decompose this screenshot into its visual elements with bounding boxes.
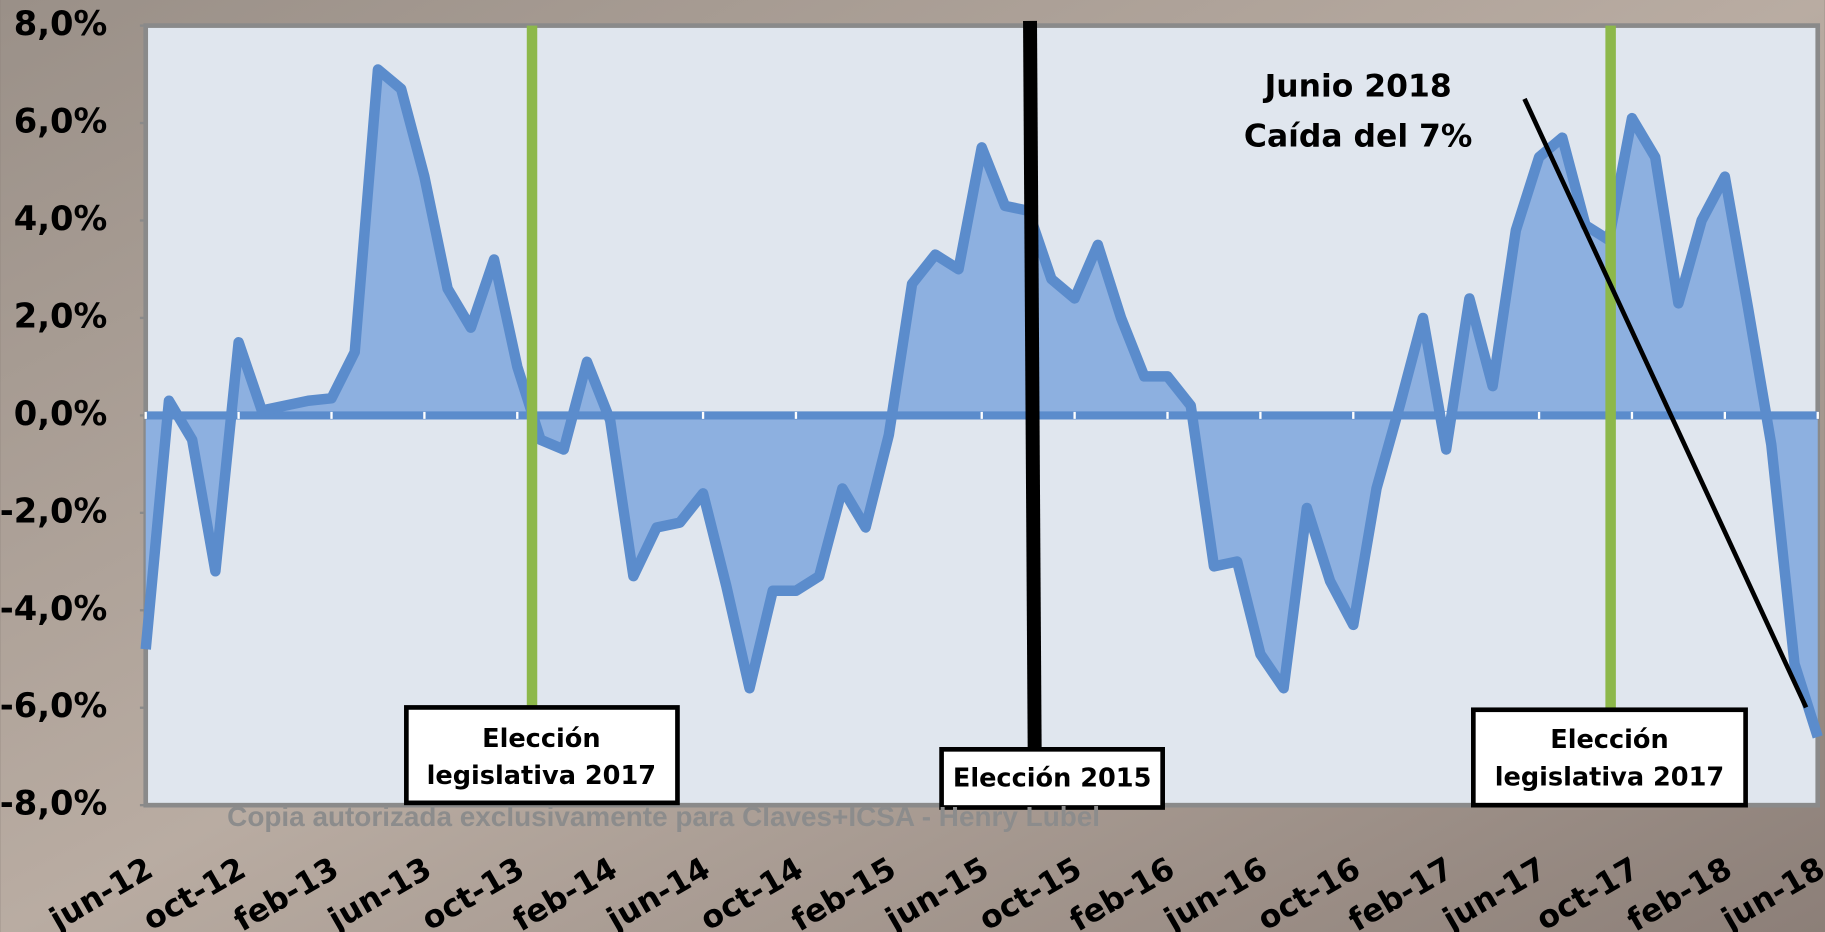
y-tick-label: 2,0% <box>14 296 108 335</box>
annotation: Elección <box>1550 725 1668 755</box>
y-tick-label: -4,0% <box>0 589 107 628</box>
annotation-box <box>1471 707 1748 808</box>
y-tick-label: -8,0% <box>0 784 107 823</box>
watermark: Copia autorizada exclusivamente para Cla… <box>227 801 1100 832</box>
annotation: Elección <box>482 724 600 754</box>
annotation: legislativa 2017 <box>427 761 656 791</box>
y-tick-label: 6,0% <box>14 102 108 141</box>
y-tick-label: 4,0% <box>14 199 108 238</box>
annotation: Caída del 7% <box>1244 118 1472 154</box>
annotation: Junio 2018 <box>1263 68 1452 104</box>
area <box>145 69 1818 737</box>
annotation: legislativa 2017 <box>1495 762 1724 792</box>
annotation-box <box>404 705 680 806</box>
y-tick-label: -6,0% <box>0 686 107 725</box>
annotation-box <box>939 746 1165 810</box>
line <box>140 64 1823 739</box>
trend-line <box>1522 97 1809 709</box>
annotation: Elección 2015 <box>953 764 1152 794</box>
y-tick-label: -2,0% <box>0 491 107 530</box>
y-tick-label: 8,0% <box>14 4 108 43</box>
election-line <box>1023 20 1042 751</box>
y-tick-label: 0,0% <box>14 394 108 433</box>
